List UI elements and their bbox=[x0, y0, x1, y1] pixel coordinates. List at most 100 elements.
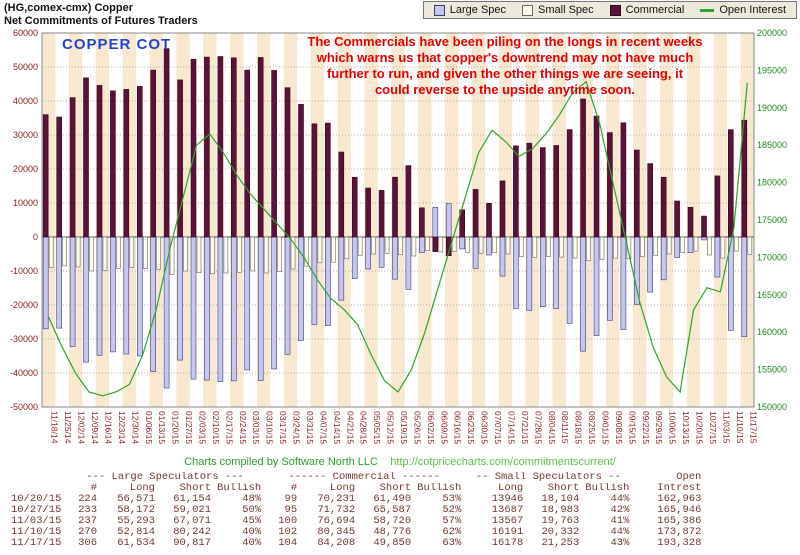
x-axis-tick: 12/23/14 bbox=[117, 411, 127, 444]
table-cell: 52% bbox=[442, 505, 462, 516]
commercial-bar bbox=[42, 114, 49, 238]
table-cell: 61,534 bbox=[117, 538, 155, 549]
table-cell: 21,253 bbox=[541, 538, 580, 549]
large-spec-bar bbox=[137, 236, 143, 357]
small-spec-bar bbox=[89, 236, 94, 272]
small-spec-bar bbox=[465, 236, 471, 253]
right-axis-tick: 160000 bbox=[757, 327, 787, 337]
large-spec-swatch-icon bbox=[433, 4, 445, 16]
small-spec-bar bbox=[519, 236, 524, 258]
large-spec-bar bbox=[231, 236, 237, 382]
x-axis-tick: 01/27/15 bbox=[184, 411, 194, 444]
small-spec-bar bbox=[492, 236, 497, 253]
large-spec-bar bbox=[351, 236, 358, 279]
table-cell: 165,946 bbox=[657, 505, 702, 516]
commercial-bar bbox=[459, 209, 466, 238]
x-axis-tick: 09/01/15 bbox=[601, 411, 611, 444]
large-spec-bar bbox=[620, 236, 627, 330]
table-cell: 48% bbox=[242, 494, 262, 505]
table-column-header: Bullish bbox=[217, 483, 262, 494]
x-axis-tick: 05/12/15 bbox=[386, 411, 396, 444]
report-date-cell: 10/27/15 bbox=[11, 505, 62, 516]
table-cell: 237 bbox=[78, 516, 97, 527]
small-spec-bar bbox=[250, 236, 255, 272]
x-axis-tick: 02/24/15 bbox=[238, 411, 248, 444]
cot-table-row: 11/03/15 237 55,293 67,071 45% 100 76,694 58,72… bbox=[8, 516, 704, 527]
commercial-bar bbox=[231, 57, 237, 238]
small-spec-bar bbox=[317, 236, 323, 264]
cot-chart: 60000 50000 40000 30000 20000 10000 0 -10000 -20… bbox=[10, 28, 787, 444]
right-axis-tick: 195000 bbox=[757, 65, 787, 75]
table-column-header: Intrest bbox=[657, 483, 702, 494]
small-spec-bar bbox=[478, 236, 484, 254]
small-spec-bar bbox=[169, 236, 175, 275]
commercial-bar bbox=[526, 142, 533, 238]
large-spec-bar bbox=[566, 236, 573, 324]
commercial-bar bbox=[338, 151, 345, 238]
table-cell: 43% bbox=[610, 538, 630, 549]
small-spec-bar bbox=[277, 236, 282, 273]
small-spec-bar bbox=[48, 236, 54, 268]
x-axis-tick: 07/07/15 bbox=[493, 411, 503, 444]
large-spec-bar bbox=[513, 236, 519, 309]
table-cell: 59,021 bbox=[173, 505, 211, 516]
x-axis-tick: 07/28/15 bbox=[533, 411, 543, 444]
large-spec-bar bbox=[284, 236, 291, 355]
left-axis-tick: -10000 bbox=[10, 266, 38, 276]
table-column-header: Short bbox=[547, 483, 580, 494]
table-cell: 71,732 bbox=[317, 505, 356, 516]
table-cell: 52,814 bbox=[117, 527, 155, 538]
large-spec-bar bbox=[580, 236, 586, 352]
left-axis-tick: -20000 bbox=[10, 300, 38, 310]
small-spec-swatch-icon bbox=[522, 4, 534, 16]
large-spec-bar bbox=[338, 236, 345, 301]
x-axis-tick: 03/31/15 bbox=[305, 411, 315, 444]
x-axis-tick: 12/02/14 bbox=[77, 411, 87, 444]
commercial-bar bbox=[701, 215, 707, 238]
commercial-bar bbox=[432, 236, 439, 252]
large-spec-bar bbox=[244, 236, 250, 371]
large-spec-bar bbox=[741, 236, 748, 337]
table-column-header: # bbox=[290, 483, 298, 494]
commercial-bar bbox=[96, 85, 103, 238]
left-axis-tick: 50000 bbox=[13, 62, 38, 72]
left-axis-tick: 60000 bbox=[13, 28, 38, 38]
x-axis-tick: 10/06/15 bbox=[668, 411, 678, 444]
table-column-header: Long bbox=[129, 483, 155, 494]
large-spec-bar bbox=[96, 236, 103, 356]
table-cell: 104 bbox=[278, 538, 298, 549]
table-cell: 84,208 bbox=[317, 538, 356, 549]
large-spec-bar bbox=[405, 236, 412, 290]
large-spec-bar bbox=[163, 236, 170, 389]
table-cell: 173,872 bbox=[657, 527, 702, 538]
large-spec-bar bbox=[499, 236, 506, 277]
small-spec-bar bbox=[330, 236, 336, 263]
x-axis-tick: 06/09/15 bbox=[439, 411, 449, 444]
table-cell: 102 bbox=[278, 527, 298, 538]
x-axis-tick: 01/13/15 bbox=[157, 411, 167, 444]
small-spec-bar bbox=[210, 236, 215, 275]
small-spec-bar bbox=[116, 236, 121, 269]
credit-line: Charts compiled by Software North LLC ht… bbox=[0, 456, 800, 468]
table-cell: 65,587 bbox=[373, 505, 412, 516]
table-cell: 48,776 bbox=[373, 527, 412, 538]
small-spec-bar bbox=[747, 236, 753, 255]
small-spec-bar bbox=[384, 236, 390, 254]
small-spec-bar bbox=[707, 236, 712, 256]
commercial-bar bbox=[311, 123, 318, 238]
table-column-header: # bbox=[90, 483, 97, 494]
left-axis-labels: 60000 50000 40000 30000 20000 10000 0 -10000 -20… bbox=[10, 28, 38, 412]
analyst-annotation: The Commercials have been piling on the … bbox=[307, 34, 703, 97]
chart-subtitle: Net Commitments of Futures Traders bbox=[4, 15, 198, 27]
table-cell: 13687 bbox=[491, 505, 524, 516]
commercial-bar bbox=[284, 87, 291, 238]
x-axis-tick: 06/23/15 bbox=[466, 411, 476, 444]
small-spec-bar bbox=[693, 236, 699, 252]
small-spec-bar bbox=[143, 236, 148, 269]
table-cell: 100 bbox=[278, 516, 298, 527]
right-axis-tick: 175000 bbox=[757, 215, 787, 225]
table-cell: 90,817 bbox=[173, 538, 211, 549]
left-axis-tick: 40000 bbox=[13, 96, 38, 106]
source-url-link[interactable]: http://cotpricecharts.com/commitmentscur… bbox=[390, 456, 616, 468]
x-axis-tick: 10/20/15 bbox=[695, 411, 705, 444]
